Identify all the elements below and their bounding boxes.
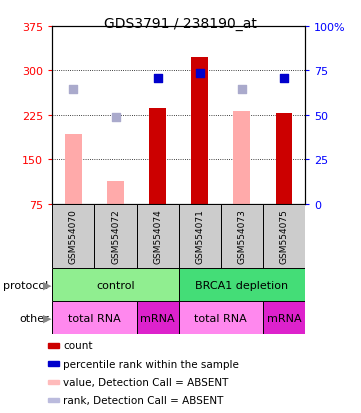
Text: GSM554073: GSM554073 xyxy=(238,209,246,264)
Bar xyxy=(136,204,179,268)
Text: ▶: ▶ xyxy=(43,313,51,323)
Point xyxy=(155,75,161,82)
Text: mRNA: mRNA xyxy=(140,313,175,323)
Point xyxy=(281,75,287,82)
Bar xyxy=(52,204,95,268)
Bar xyxy=(48,398,59,402)
Bar xyxy=(48,380,59,384)
Point xyxy=(239,87,245,93)
Text: percentile rank within the sample: percentile rank within the sample xyxy=(63,359,239,369)
Text: control: control xyxy=(96,280,135,290)
Bar xyxy=(263,204,305,268)
Text: ▶: ▶ xyxy=(43,280,51,290)
Text: GDS3791 / 238190_at: GDS3791 / 238190_at xyxy=(104,17,257,31)
Text: value, Detection Call = ABSENT: value, Detection Call = ABSENT xyxy=(63,377,229,387)
Bar xyxy=(179,268,305,301)
Point xyxy=(113,114,118,121)
Point xyxy=(197,70,203,77)
Bar xyxy=(191,58,208,204)
Text: GSM554074: GSM554074 xyxy=(153,209,162,264)
Text: count: count xyxy=(63,341,92,351)
Bar xyxy=(234,112,250,204)
Bar xyxy=(52,268,179,301)
Text: BRCA1 depletion: BRCA1 depletion xyxy=(195,280,288,290)
Text: GSM554071: GSM554071 xyxy=(195,209,204,264)
Bar xyxy=(107,182,124,204)
Text: total RNA: total RNA xyxy=(195,313,247,323)
Bar xyxy=(48,344,59,348)
Bar xyxy=(149,109,166,204)
Text: protocol: protocol xyxy=(4,280,49,290)
Bar xyxy=(221,204,263,268)
Point xyxy=(70,87,76,93)
Text: GSM554075: GSM554075 xyxy=(279,209,288,264)
Bar xyxy=(95,204,136,268)
Text: mRNA: mRNA xyxy=(267,313,301,323)
Bar xyxy=(136,301,179,335)
Bar xyxy=(48,361,59,366)
Text: total RNA: total RNA xyxy=(68,313,121,323)
Bar xyxy=(275,113,292,204)
Bar xyxy=(263,301,305,335)
Bar xyxy=(179,204,221,268)
Bar xyxy=(52,301,136,335)
Bar xyxy=(65,135,82,204)
Text: GSM554070: GSM554070 xyxy=(69,209,78,264)
Text: rank, Detection Call = ABSENT: rank, Detection Call = ABSENT xyxy=(63,395,223,405)
Text: other: other xyxy=(19,313,49,323)
Text: GSM554072: GSM554072 xyxy=(111,209,120,264)
Bar xyxy=(179,301,263,335)
